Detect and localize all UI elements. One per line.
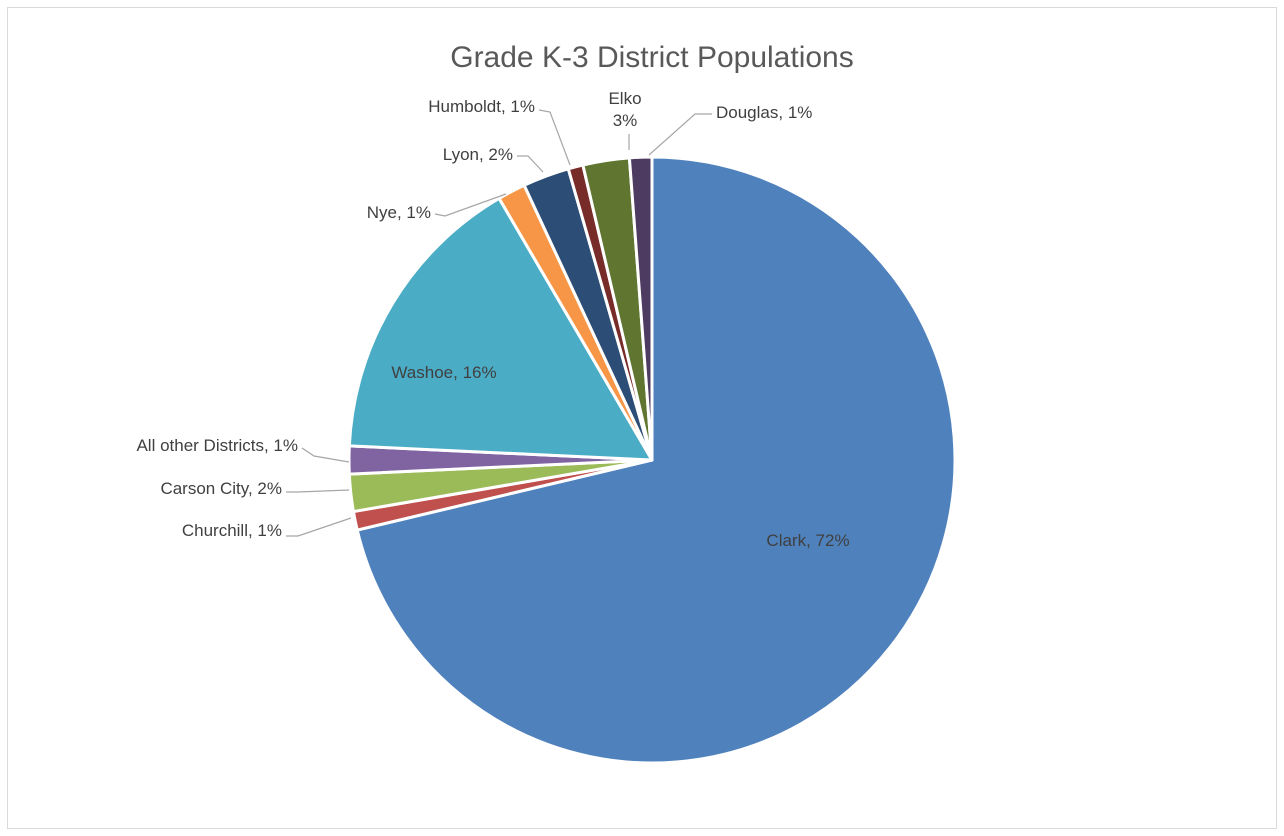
leader-line	[517, 155, 544, 173]
pie-slices	[347, 155, 957, 765]
data-label: Elko 3%	[608, 89, 641, 130]
leader-lines	[286, 109, 712, 537]
leader-line	[648, 113, 712, 156]
leader-line	[434, 193, 507, 217]
data-label: Douglas, 1%	[716, 103, 812, 122]
data-labels: Clark, 72% Churchill, 1% Carson City, 2% Al…	[136, 89, 849, 550]
data-label: Washoe, 16%	[391, 363, 496, 382]
leader-line	[301, 447, 350, 463]
data-label: All other Districts, 1%	[136, 436, 298, 455]
data-label: Churchill, 1%	[182, 521, 282, 540]
leader-line	[286, 489, 350, 493]
leader-line	[538, 109, 571, 166]
pie-slice-clark	[355, 155, 957, 765]
data-label: Nye, 1%	[367, 203, 431, 222]
pie-slice-washoe	[347, 196, 654, 462]
chart-title: Grade K-3 District Populations	[450, 41, 854, 74]
data-label: Clark, 72%	[766, 531, 849, 550]
data-label: Lyon, 2%	[443, 145, 513, 164]
data-label: Carson City, 2%	[160, 479, 282, 498]
leader-line	[286, 517, 352, 537]
pie-slice-douglas	[627, 155, 654, 462]
data-label: Humboldt, 1%	[428, 97, 535, 116]
